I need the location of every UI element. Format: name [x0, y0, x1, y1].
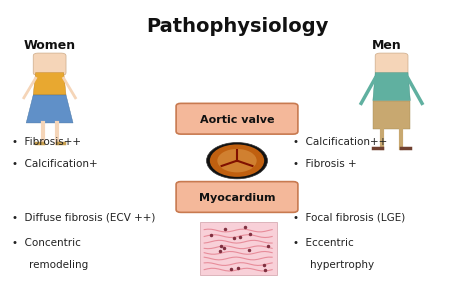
FancyBboxPatch shape	[33, 53, 66, 76]
Text: •  Fibrosis++: • Fibrosis++	[12, 137, 81, 147]
Text: Women: Women	[24, 39, 76, 52]
Text: Men: Men	[372, 39, 402, 52]
Circle shape	[210, 144, 264, 177]
Text: •  Eccentric: • Eccentric	[293, 237, 354, 247]
Text: Myocardium: Myocardium	[199, 194, 275, 203]
Text: •  Focal fibrosis (LGE): • Focal fibrosis (LGE)	[293, 212, 405, 222]
Polygon shape	[373, 73, 410, 101]
FancyBboxPatch shape	[200, 222, 277, 275]
Polygon shape	[33, 73, 66, 95]
Circle shape	[217, 149, 257, 172]
Text: hypertrophy: hypertrophy	[310, 260, 374, 270]
Text: •  Calcification+: • Calcification+	[12, 159, 98, 169]
Text: •  Fibrosis +: • Fibrosis +	[293, 159, 357, 169]
Text: •  Diffuse fibrosis (ECV ++): • Diffuse fibrosis (ECV ++)	[12, 212, 155, 222]
FancyBboxPatch shape	[375, 53, 408, 76]
Text: Pathophysiology: Pathophysiology	[146, 17, 328, 36]
Text: remodeling: remodeling	[28, 260, 88, 270]
Polygon shape	[26, 95, 73, 123]
Polygon shape	[373, 101, 410, 129]
Text: •  Concentric: • Concentric	[12, 237, 81, 247]
Circle shape	[207, 142, 267, 179]
Text: •  Calcification++: • Calcification++	[293, 137, 387, 147]
FancyBboxPatch shape	[176, 182, 298, 212]
FancyBboxPatch shape	[176, 103, 298, 134]
Text: Aortic valve: Aortic valve	[200, 115, 274, 125]
